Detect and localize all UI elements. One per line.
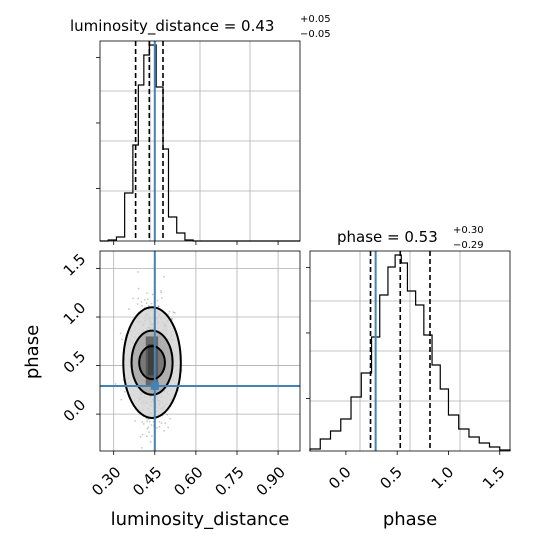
luminosity-distance-title: luminosity_distance = 0.43 +0.05 −0.05 [70, 14, 331, 40]
x-tick-label-1: 0.5 [376, 463, 406, 493]
scatter-point [114, 383, 117, 385]
scatter-point [140, 446, 143, 449]
y-tick-label-2: 1.0 [60, 299, 90, 329]
scatter-point [168, 310, 171, 313]
y-tick-label-3: 1.5 [60, 250, 90, 280]
x-tick-label-4: 0.90 [253, 463, 289, 499]
x-axis-label-phase: phase [383, 509, 437, 530]
scatter-point [148, 431, 151, 434]
scatter-point [146, 427, 149, 430]
x-tick-label-2: 0.60 [170, 463, 206, 499]
scatter-point [147, 426, 150, 429]
scatter-point [134, 420, 136, 422]
scatter-point [167, 426, 170, 429]
scatter-point [150, 302, 153, 305]
y-axis-label-phase: phase [22, 325, 43, 379]
title-phase-minus: −0.29 [453, 240, 484, 251]
scatter-point [149, 441, 152, 444]
title-ld-plus: +0.05 [300, 14, 331, 25]
contour-line-1 [130, 329, 174, 396]
scatter-point [150, 424, 153, 426]
panel-frame [99, 40, 301, 242]
scatter-point [171, 317, 173, 320]
y-tick-label-0: 0.0 [60, 396, 90, 426]
x-tick-label-2: 1.0 [428, 463, 458, 493]
x-axis-label-luminosity-distance: luminosity_distance [111, 509, 290, 530]
scatter-point [120, 398, 123, 401]
scatter-point [163, 429, 166, 432]
scatter-point [146, 420, 148, 423]
scatter-point [160, 297, 163, 300]
scatter-point [146, 298, 149, 301]
scatter-point [137, 287, 140, 290]
x-tick-label-3: 0.75 [211, 463, 247, 499]
scatter-point [160, 291, 163, 294]
joint-posterior-panel: 0.30 0.45 0.60 0.75 0.90 0.0 0.5 1.0 1.5 [60, 250, 301, 499]
scatter-point [142, 423, 145, 425]
scatter-point [156, 426, 158, 429]
joint-content [100, 251, 300, 451]
panel-frame [309, 250, 511, 452]
scatter-point [141, 421, 144, 423]
contour-line-2 [122, 306, 182, 419]
scatter-point [160, 289, 162, 292]
scatter-point [137, 297, 140, 300]
scatter-point [172, 311, 175, 314]
scatter-point [141, 433, 144, 436]
histogram-step [309, 254, 511, 451]
title-phase-plus: +0.30 [453, 225, 484, 236]
scatter-point [163, 275, 165, 278]
phase-histogram-panel: 0.0 0.5 1.0 1.5 [306, 250, 511, 493]
scatter-point [157, 305, 160, 308]
scatter-point [143, 298, 146, 301]
scatter-point [137, 271, 140, 273]
x-tick-label-0: 0.0 [325, 463, 355, 493]
x-tick-label-0: 0.30 [88, 463, 124, 499]
scatter-point [158, 420, 161, 423]
scatter-point [136, 303, 139, 305]
scatter-point [157, 305, 160, 308]
scatter-point [164, 422, 167, 425]
scatter-point [160, 422, 163, 424]
scatter-point [123, 390, 126, 393]
contour-line-0 [138, 345, 166, 381]
scatter-point [150, 435, 153, 438]
luminosity-distance-histogram-panel [96, 40, 301, 245]
scatter-point [145, 435, 148, 438]
title-ld-main: luminosity_distance = 0.43 [70, 17, 274, 36]
scatter-point [145, 302, 148, 305]
scatter-point [121, 338, 123, 341]
scatter-point [166, 413, 169, 416]
scatter-point [158, 425, 161, 428]
scatter-point [145, 292, 148, 295]
x-tick-label-3: 1.5 [479, 463, 509, 493]
y-tick-label-1: 0.5 [60, 347, 90, 377]
scatter-point [156, 299, 159, 302]
title-ld-minus: −0.05 [300, 29, 331, 40]
x-tick-label-1: 0.45 [129, 463, 165, 499]
scatter-point [147, 304, 150, 307]
panel-frame [99, 250, 301, 452]
scatter-point [141, 305, 144, 307]
scatter-point [148, 420, 151, 423]
truth-marker [150, 381, 159, 390]
scatter-point [119, 332, 122, 335]
phase-title: phase = 0.53 +0.30 −0.29 [337, 225, 484, 251]
scatter-point [132, 297, 135, 300]
title-phase-main: phase = 0.53 [337, 228, 438, 246]
scatter-point [128, 308, 130, 310]
scatter-point [139, 435, 142, 438]
scatter-point [151, 293, 154, 296]
scatter-point [173, 311, 176, 314]
scatter-point [140, 300, 143, 303]
scatter-point [169, 417, 172, 420]
